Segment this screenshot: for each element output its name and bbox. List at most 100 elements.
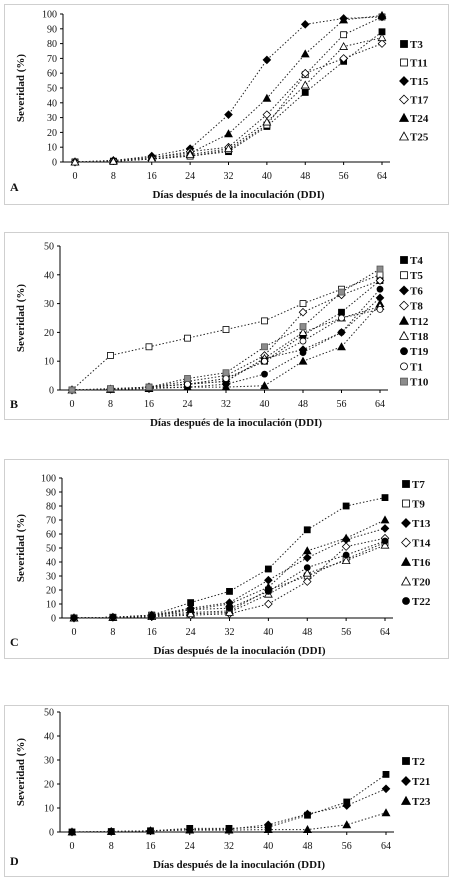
- y-axis-title: Severidad (%): [15, 514, 27, 582]
- legend-marker-T1: [400, 362, 408, 371]
- legend-item-T23: T23: [400, 795, 431, 808]
- data-point-T22: [264, 587, 272, 595]
- legend-item-T4: T4: [400, 255, 423, 267]
- data-point-T7: [264, 565, 272, 573]
- series-line-T15: [74, 16, 383, 163]
- y-tick-label: 0: [49, 828, 54, 839]
- legend-marker-T4: [400, 256, 408, 264]
- legend-label-T11: T11: [410, 58, 428, 70]
- legend-label-T16: T16: [412, 557, 431, 569]
- y-tick-label: 100: [41, 474, 56, 485]
- data-point-T23: [303, 825, 312, 833]
- data-point-T12: [260, 381, 269, 390]
- y-tick-label: 80: [46, 502, 56, 513]
- x-tick-label: 40: [260, 399, 270, 410]
- legend-item-T15: T15: [399, 76, 429, 88]
- data-point-T5: [299, 300, 307, 307]
- y-tick-label: 60: [46, 530, 56, 541]
- legend-marker-T24: [398, 112, 410, 122]
- data-point-T22: [381, 537, 389, 545]
- data-point-T5: [184, 334, 191, 342]
- legend-marker-T21: [401, 776, 411, 786]
- legend-item-T1: T1: [400, 361, 423, 373]
- data-point-T12: [337, 342, 346, 351]
- data-point-T24: [300, 49, 310, 58]
- data-point-T10: [376, 265, 384, 273]
- data-point-T18: [298, 327, 308, 336]
- legend-marker-T16: [400, 556, 412, 566]
- legend-label-T6: T6: [410, 285, 423, 297]
- y-tick-label: 50: [44, 242, 54, 253]
- data-point-T1: [376, 305, 384, 313]
- series-line-T21: [71, 788, 387, 833]
- legend-item-T2: T2: [402, 756, 425, 768]
- x-tick-label: 48: [300, 171, 310, 182]
- data-point-T23: [263, 825, 273, 833]
- x-axis-title: Días después de la inoculación (DDI): [153, 859, 325, 871]
- x-tick-label: 16: [146, 841, 156, 852]
- y-tick-label: 40: [46, 558, 56, 569]
- data-point-T2: [382, 771, 390, 778]
- data-point-T17: [339, 54, 348, 63]
- data-point-T24: [377, 10, 387, 19]
- y-axis-title: Severidad (%): [15, 284, 27, 352]
- data-point-T10: [184, 375, 191, 382]
- y-tick-label: 20: [47, 128, 57, 139]
- x-tick-label: 40: [263, 841, 273, 852]
- x-tick-label: 48: [303, 841, 313, 852]
- x-tick-label: 32: [221, 399, 231, 410]
- series-T23: [67, 808, 391, 836]
- x-tick-label: 56: [337, 399, 347, 410]
- data-point-T20: [225, 607, 234, 616]
- data-point-T15: [300, 20, 310, 29]
- legend-item-T22: T22: [402, 596, 431, 608]
- data-point-T22: [187, 606, 195, 614]
- x-tick-label: 16: [147, 627, 157, 638]
- legend-label-T23: T23: [412, 796, 431, 808]
- y-tick-label: 20: [44, 328, 54, 339]
- data-point-T21: [303, 809, 312, 819]
- panel-c-frame: [4, 459, 449, 659]
- data-point-T24: [224, 129, 233, 138]
- data-point-T10: [299, 323, 307, 331]
- legend-marker-T23: [400, 795, 412, 805]
- x-tick-label: 64: [380, 627, 390, 638]
- legend-label-T10: T10: [410, 377, 429, 389]
- x-tick-label: 16: [147, 171, 157, 182]
- x-tick-label: 8: [111, 171, 116, 182]
- data-point-T1: [338, 314, 345, 322]
- panel-b: 0 10 20 30 40 50 0 8 16 24 32 40 48 56 64 Días después …: [0, 232, 453, 429]
- x-tick-label: 24: [185, 171, 195, 182]
- y-tick-label: 0: [52, 158, 57, 169]
- data-point-T14: [264, 599, 273, 609]
- data-point-T7: [226, 587, 233, 595]
- data-point-T8: [375, 276, 385, 285]
- x-tick-label: 48: [298, 399, 308, 410]
- y-tick-label: 40: [44, 732, 54, 743]
- legend-item-T19: T19: [400, 346, 429, 358]
- chart-d: 0 10 20 30 40 50 0 8 16 24 32 40 48 56 64 Días después …: [10, 708, 431, 872]
- legend-label-T18: T18: [410, 331, 429, 343]
- x-tick-label: 64: [381, 841, 391, 852]
- legend-label-T7: T7: [412, 479, 425, 491]
- legend-item-T10: T10: [400, 377, 429, 389]
- data-point-T7: [303, 526, 311, 534]
- x-axis-title: Días después de la inoculación (DDI): [152, 189, 324, 201]
- legend-marker-T3: [400, 40, 408, 48]
- legend-item-T12: T12: [398, 315, 429, 328]
- data-point-T10: [222, 369, 230, 377]
- x-tick-label: 40: [262, 171, 272, 182]
- data-point-T1: [299, 337, 307, 345]
- legend-marker-T17: [399, 94, 409, 105]
- x-tick-label: 0: [70, 841, 75, 852]
- x-tick-label: 56: [339, 171, 349, 182]
- legend-label-T25: T25: [410, 132, 429, 144]
- x-tick-label: 16: [144, 399, 154, 410]
- data-point-T19: [376, 285, 384, 293]
- legend-marker-T9: [402, 499, 410, 508]
- series-line-T20: [73, 544, 386, 619]
- x-tick-label: 24: [186, 627, 196, 638]
- x-tick-label: 8: [109, 841, 114, 852]
- legend-label-T17: T17: [410, 95, 429, 107]
- legend-label-T4: T4: [410, 255, 423, 267]
